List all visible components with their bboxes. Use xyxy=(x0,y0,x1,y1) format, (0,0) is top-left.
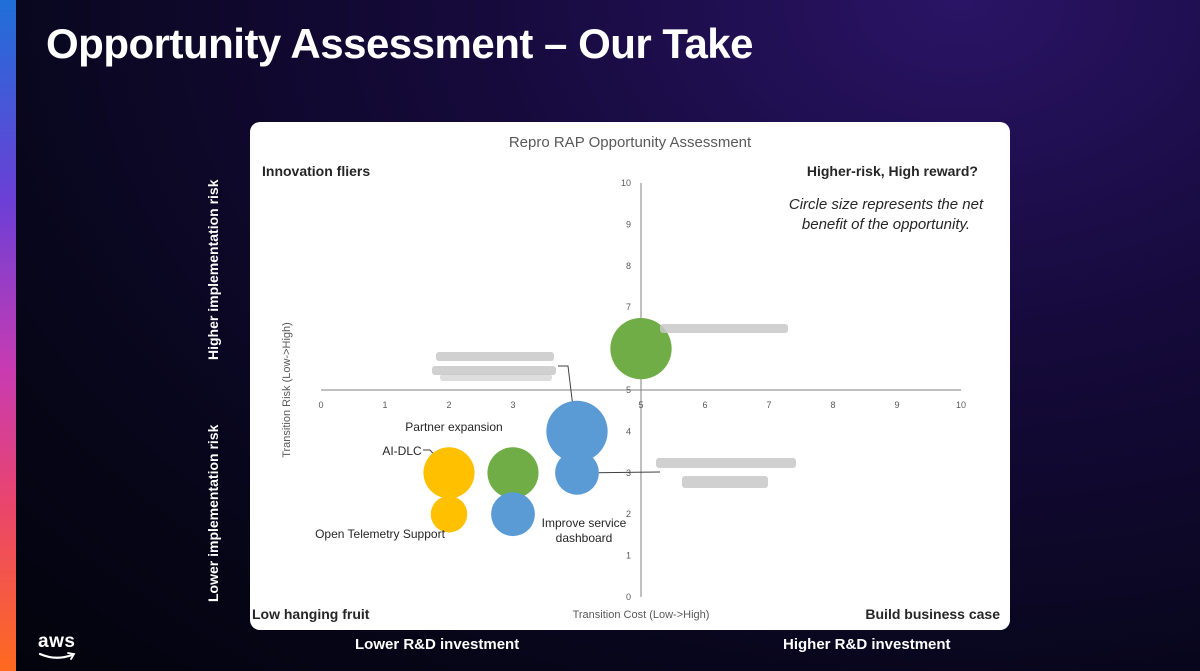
slide-title: Opportunity Assessment – Our Take xyxy=(46,20,754,67)
axes-layer: 012345678910012345678910 xyxy=(318,178,966,602)
aws-smile-icon xyxy=(38,652,76,660)
x-tick-label: 8 xyxy=(830,400,835,410)
quadrant-label-bottom-right: Build business case xyxy=(865,606,1000,622)
bubble-6 xyxy=(555,450,599,495)
bubble-label-open-telemetry: Open Telemetry Support xyxy=(315,527,446,541)
redacted-label-top-right xyxy=(660,324,788,333)
x-tick-label: 9 xyxy=(894,400,899,410)
x-tick-label: 10 xyxy=(956,400,966,410)
y-tick-label: 9 xyxy=(626,219,631,229)
bubble-label-ai-dlc: AI-DLC xyxy=(382,444,422,458)
bubbles-layer xyxy=(423,317,672,537)
x-tick-label: 7 xyxy=(766,400,771,410)
redacted-label-upper xyxy=(432,352,556,381)
size-note-line-2: benefit of the opportunity. xyxy=(802,216,970,233)
bottom-label-lower-rd: Lower R&D investment xyxy=(355,636,520,653)
y-tick-label: 10 xyxy=(621,178,631,188)
y-tick-label: 2 xyxy=(626,509,631,519)
quadrant-label-bottom-left: Low hanging fruit xyxy=(252,606,370,622)
x-tick-label: 6 xyxy=(702,400,707,410)
quadrant-label-top-right: Higher-risk, High reward? xyxy=(807,163,978,179)
aws-logo: aws xyxy=(38,632,78,661)
x-tick-label: 1 xyxy=(382,400,387,410)
y-tick-label: 5 xyxy=(626,385,631,395)
y-tick-label: 7 xyxy=(626,302,631,312)
left-axis-label-lower: Lower implementation risk xyxy=(205,424,221,602)
bubble-label-improve-service-line-2: dashboard xyxy=(556,531,613,545)
y-tick-label: 0 xyxy=(626,592,631,602)
bubble-7 xyxy=(610,317,672,380)
y-axis-title: Transition Risk (Low->High) xyxy=(281,322,293,458)
bubble-chart: Repro RAP Opportunity Assessment Innovat… xyxy=(252,134,1000,622)
x-tick-label: 3 xyxy=(510,400,515,410)
y-tick-label: 4 xyxy=(626,426,631,436)
quadrant-label-top-left: Innovation fliers xyxy=(262,163,370,179)
bottom-label-higher-rd: Higher R&D investment xyxy=(783,636,951,653)
accent-bar xyxy=(0,0,16,671)
bubble-label-partner-expansion: Partner expansion xyxy=(405,420,502,434)
left-axis-label-upper: Higher implementation risk xyxy=(205,179,221,360)
bubble-label-improve-service-line-1: Improve service xyxy=(542,516,627,530)
bubble-2 xyxy=(430,495,468,533)
x-tick-label: 0 xyxy=(318,400,323,410)
x-axis-title: Transition Cost (Low->High) xyxy=(573,609,710,621)
bubble-4 xyxy=(491,492,535,537)
size-note-line-1: Circle size represents the net xyxy=(789,196,984,213)
chart-title: Repro RAP Opportunity Assessment xyxy=(509,134,752,151)
redacted-label-right xyxy=(656,458,796,488)
y-tick-label: 8 xyxy=(626,261,631,271)
chart-card: Repro RAP Opportunity Assessment Innovat… xyxy=(250,122,1010,630)
y-tick-label: 1 xyxy=(626,551,631,561)
bubble-5 xyxy=(546,400,608,463)
bubble-1 xyxy=(423,447,475,499)
x-tick-label: 5 xyxy=(638,400,643,410)
x-tick-label: 2 xyxy=(446,400,451,410)
bubble-3 xyxy=(487,447,539,499)
